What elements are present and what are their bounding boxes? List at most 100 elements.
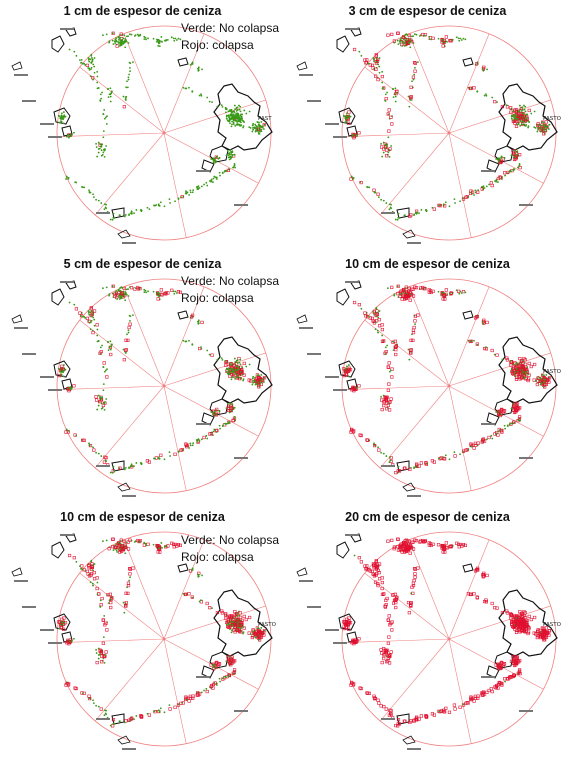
- place-label: [48, 642, 62, 644]
- building-intact-marker: [385, 455, 388, 457]
- building-intact-marker: [197, 575, 200, 578]
- place-label: [325, 629, 339, 631]
- building-collapse-marker: [227, 659, 231, 663]
- building-intact-marker: [226, 119, 229, 122]
- building-intact-marker: [245, 365, 248, 368]
- building-collapse-marker: [494, 685, 498, 689]
- building-intact-marker: [62, 122, 65, 125]
- building-collapse-marker: [376, 698, 380, 702]
- building-intact-marker: [513, 117, 516, 120]
- building-collapse-marker: [62, 627, 66, 631]
- building-collapse-marker: [475, 62, 479, 66]
- building-intact-marker: [109, 100, 112, 103]
- building-intact-marker: [105, 398, 108, 400]
- building-intact-marker: [92, 446, 94, 449]
- hazard-map: PAST: [11, 25, 273, 244]
- building-intact-marker: [125, 288, 128, 291]
- building-collapse-marker: [503, 677, 507, 681]
- building-intact-marker: [533, 126, 536, 128]
- building-collapse-marker: [398, 545, 402, 549]
- building-collapse-marker: [460, 544, 464, 548]
- building-intact-marker: [143, 38, 146, 41]
- building-intact-marker: [425, 209, 428, 212]
- place-label: [299, 580, 313, 582]
- building-collapse-marker: [111, 718, 116, 722]
- building-intact-marker: [408, 358, 411, 361]
- building-collapse-marker: [119, 32, 123, 36]
- building-intact-marker: [237, 118, 240, 121]
- building-intact-marker: [218, 171, 221, 174]
- building-intact-marker: [100, 144, 103, 147]
- building-collapse-marker: [500, 660, 504, 665]
- building-intact-marker: [211, 607, 213, 610]
- building-intact-marker: [105, 286, 108, 289]
- building-collapse-marker: [347, 110, 351, 114]
- building-collapse-marker: [239, 622, 244, 627]
- building-collapse-marker: [505, 356, 509, 360]
- building-intact-marker: [539, 127, 541, 130]
- building-intact-marker: [381, 334, 384, 337]
- building-intact-marker: [510, 154, 513, 157]
- building-collapse-marker: [475, 595, 479, 599]
- town-outline: [53, 613, 71, 631]
- town-outline: [396, 207, 410, 219]
- building-intact-marker: [73, 637, 75, 640]
- building-intact-marker: [254, 376, 257, 379]
- building-intact-marker: [254, 383, 257, 386]
- building-intact-marker: [231, 123, 233, 126]
- building-intact-marker: [483, 94, 486, 97]
- building-collapse-marker: [257, 385, 261, 389]
- building-intact-marker: [159, 707, 162, 710]
- building-intact-marker: [262, 128, 265, 130]
- building-collapse-marker: [514, 406, 518, 410]
- building-intact-marker: [414, 212, 417, 215]
- building-intact-marker: [129, 319, 131, 322]
- building-intact-marker: [93, 71, 96, 74]
- building-intact-marker: [64, 115, 67, 118]
- building-intact-marker: [88, 444, 91, 447]
- building-intact-marker: [229, 655, 231, 658]
- legend: Verde: No colapsa Rojo: colapsa: [181, 20, 279, 54]
- building-intact-marker: [73, 131, 75, 134]
- building-intact-marker: [233, 111, 236, 114]
- building-intact-marker: [198, 94, 201, 97]
- building-collapse-marker: [374, 67, 378, 71]
- building-intact-marker: [229, 156, 232, 159]
- panel-title: 5 cm de espesor de ceniza: [63, 257, 222, 271]
- building-intact-marker: [424, 34, 426, 37]
- building-intact-marker: [251, 630, 254, 633]
- building-collapse-marker: [427, 541, 431, 545]
- building-collapse-marker: [357, 556, 361, 560]
- building-intact-marker: [205, 687, 208, 690]
- building-collapse-marker: [496, 176, 501, 181]
- building-collapse-marker: [405, 38, 409, 42]
- town-outline: [53, 360, 71, 378]
- building-collapse-marker: [472, 86, 476, 90]
- building-intact-marker: [67, 136, 70, 139]
- building-collapse-marker: [357, 303, 361, 307]
- building-collapse-marker: [520, 621, 525, 625]
- building-intact-marker: [387, 151, 390, 154]
- building-intact-marker: [261, 125, 264, 128]
- sector-line: [448, 286, 490, 387]
- building-collapse-marker: [387, 108, 391, 112]
- building-collapse-marker: [67, 682, 71, 686]
- building-intact-marker: [109, 724, 112, 727]
- building-intact-marker: [200, 93, 202, 96]
- building-intact-marker: [467, 449, 470, 451]
- building-collapse-marker: [115, 44, 119, 48]
- building-collapse-marker: [98, 400, 102, 404]
- building-collapse-marker: [101, 641, 105, 645]
- building-intact-marker: [83, 62, 86, 65]
- building-intact-marker: [224, 675, 226, 678]
- building-intact-marker: [503, 424, 506, 427]
- building-collapse-marker: [347, 121, 351, 125]
- town-outline: [11, 314, 23, 324]
- building-intact-marker: [215, 176, 218, 179]
- building-collapse-marker: [229, 406, 233, 410]
- building-collapse-marker: [257, 628, 261, 633]
- place-label: [60, 28, 74, 30]
- building-intact-marker: [486, 68, 488, 71]
- building-intact-marker: [140, 462, 143, 465]
- building-intact-marker: [373, 191, 376, 194]
